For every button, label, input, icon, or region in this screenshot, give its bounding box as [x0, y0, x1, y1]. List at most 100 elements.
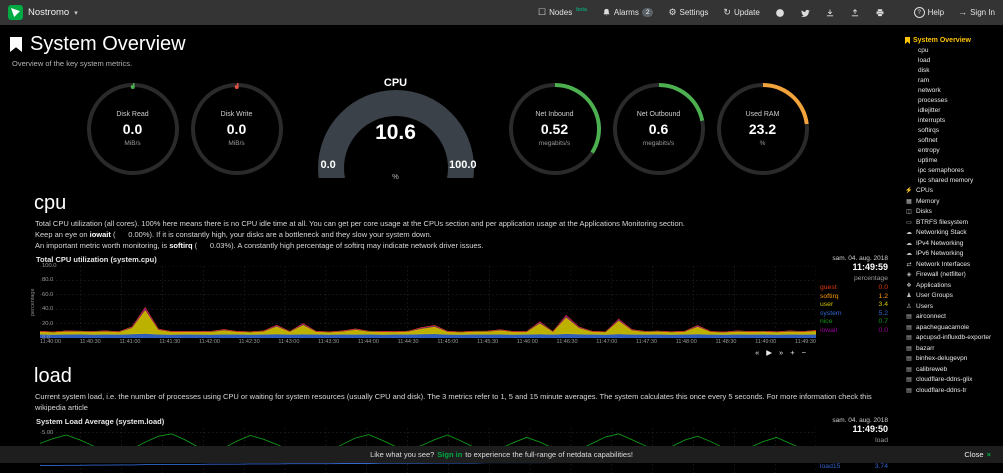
gauge-unit: % — [759, 140, 766, 147]
legend-item[interactable]: softirq 1.2 — [820, 292, 888, 300]
cpu-section-description: Total CPU utilization (all cores). 100% … — [35, 219, 685, 250]
shield-icon: ◈ — [906, 272, 912, 278]
container-icon: ▤ — [906, 335, 912, 341]
sidebar-item[interactable]: ipc semaphores — [918, 167, 964, 174]
load-section-description: Current system load, i.e. the number of … — [35, 392, 872, 412]
sidebar-item-system-overview[interactable]: System Overview — [905, 35, 999, 46]
cpu-utilization-chart[interactable]: 100.0 80.0 60.0 40.0 20.0 0.0 — [40, 263, 816, 341]
x-tick-label: 11:44:30 — [397, 339, 419, 345]
github-icon[interactable] — [775, 8, 785, 18]
sidebar-item[interactable]: ram — [918, 77, 930, 84]
zoom-in-icon[interactable]: + — [790, 348, 795, 357]
twitter-icon[interactable] — [800, 8, 810, 18]
node-menu[interactable]: Nostromo ▾ — [8, 5, 78, 20]
close-banner-button[interactable]: Close × — [964, 450, 991, 459]
sidebar-item[interactable]: ▤ apcupsd-influxdb-exporter — [905, 333, 999, 344]
signin-icon: → — [958, 7, 968, 17]
sidebar-item[interactable]: ♙ Users — [905, 302, 999, 313]
sidebar-item[interactable]: ⚡ CPUs — [905, 186, 999, 197]
gauge-value: 0.0 — [226, 121, 247, 137]
net-outbound-gauge[interactable]: Net Outbound 0.6 megabits/s — [612, 83, 705, 175]
cloud-icon: ☁ — [906, 230, 912, 236]
nodes-button[interactable]: ☐ Nodes beta — [538, 6, 587, 18]
chart-title: System Load Average (system.load) — [36, 417, 165, 426]
sidebar-item[interactable]: ☁ Networking Stack — [905, 228, 999, 239]
sidebar-item[interactable]: ▤ cloudflare-ddns-glix — [905, 375, 999, 386]
legend-units: load — [875, 437, 888, 444]
sidebar-item[interactable]: ◈ Firewall (netfilter) — [905, 270, 999, 281]
pan-backward-icon[interactable]: « — [755, 348, 760, 357]
legend-units: percentage — [853, 275, 888, 282]
legend-item[interactable]: load15 3.74 — [820, 463, 888, 470]
sidebar-item[interactable]: entropy — [918, 147, 940, 154]
import-snapshot-icon[interactable] — [825, 8, 835, 18]
export-snapshot-icon[interactable] — [850, 8, 860, 18]
sidebar-item[interactable]: ◫ Disks — [905, 207, 999, 218]
sidebar-item[interactable]: softirqs — [918, 127, 939, 134]
wikipedia-link[interactable]: this wikipedia article — [35, 392, 872, 412]
banner-text: Like what you see? — [370, 450, 435, 459]
load-chart-block: System Load Average (system.load) load 5… — [30, 417, 888, 473]
update-button[interactable]: ↻ Update — [723, 7, 760, 18]
legend-item[interactable]: guest 0.0 — [820, 284, 888, 291]
used-ram-gauge[interactable]: Used RAM 23.2 % — [716, 83, 809, 175]
sidebar-item[interactable]: ❖ Applications — [905, 281, 999, 292]
signin-button[interactable]: → Sign In — [958, 7, 995, 18]
sidebar-item[interactable]: ▤ calibreweb — [905, 365, 999, 376]
sidebar-item[interactable]: ipc shared memory — [918, 177, 974, 184]
sidebar-item[interactable]: load — [918, 57, 931, 64]
help-button[interactable]: ? Help — [913, 7, 944, 18]
legend-item[interactable]: system 5.2 — [820, 309, 888, 317]
disk-read-gauge[interactable]: Disk Read 0.0 MiB/s — [86, 83, 179, 175]
x-tick-label: 11:44:00 — [357, 339, 379, 345]
container-icon: ▤ — [906, 345, 912, 352]
sidebar-item[interactable]: ▤ binhex-delugevpn — [905, 354, 999, 365]
sidebar-item[interactable]: interrupts — [918, 117, 946, 124]
sidebar-item[interactable]: ▤ cloudflare-ddns-tr — [905, 386, 999, 397]
sidebar-item[interactable]: uptime — [918, 157, 938, 164]
sidebar-item[interactable]: ☁ IPv6 Networking — [905, 249, 999, 260]
cloud-icon: ☁ — [906, 240, 912, 247]
sidebar-item[interactable]: disk — [918, 67, 930, 74]
signin-link[interactable]: Sign in — [437, 450, 463, 459]
net-inbound-gauge[interactable]: Net Inbound 0.52 megabits/s — [508, 83, 601, 175]
sidebar-item[interactable]: ⇄ Network Interfaces — [905, 260, 999, 271]
pan-forward-icon[interactable]: » — [779, 348, 784, 357]
legend-item[interactable]: iowait 0.0 — [820, 326, 888, 334]
play-icon[interactable]: ▶ — [766, 348, 773, 357]
zoom-out-icon[interactable]: − — [801, 348, 806, 357]
sidebar-item[interactable]: processes — [918, 97, 948, 104]
alarms-button[interactable]: Alarms 2 — [602, 8, 654, 17]
settings-button[interactable]: ⚙ Settings — [668, 7, 709, 18]
sidebar-item[interactable]: ☁ IPv4 Networking — [905, 239, 999, 250]
x-tick-label: 11:41:30 — [159, 339, 181, 345]
sidebar-item[interactable]: ▤ bazarr — [905, 344, 999, 355]
disk-write-gauge[interactable]: Disk Write 0.0 MiB/s — [190, 83, 283, 175]
sidebar-item[interactable]: idlejitter — [918, 107, 941, 114]
gear-icon: ⚙ — [668, 7, 677, 17]
gauge-value: 0.6 — [648, 121, 669, 137]
topbar-right: ? Help → Sign In — [913, 0, 995, 25]
x-tick-label: 11:47:00 — [596, 339, 618, 345]
sidebar-item[interactable]: ▤ airconnect — [905, 312, 999, 323]
gauge-unit: MiB/s — [228, 140, 245, 147]
sidebar-item[interactable]: softnet — [918, 137, 938, 144]
page-title: System Overview — [30, 33, 186, 55]
sidebar: System Overview cpu load disk ram network pro… — [895, 25, 1003, 473]
cpu-chart-block: Total CPU utilization (system.cpu) perce… — [30, 255, 888, 357]
sidebar-item[interactable]: ♟ User Groups — [905, 291, 999, 302]
sidebar-item[interactable]: ▤ apacheguacamole — [905, 323, 999, 334]
chart-legend: sam. 04. aug. 2018 11:49:59 percentage g… — [816, 255, 888, 357]
nodes-icon: ☐ — [538, 7, 547, 17]
print-icon[interactable] — [875, 8, 885, 18]
sidebar-item[interactable]: cpu — [918, 47, 929, 54]
sidebar-item[interactable]: network — [918, 87, 941, 94]
legend-item[interactable]: nice 0.7 — [820, 318, 888, 325]
gauge-unit: MiB/s — [124, 140, 141, 147]
legend-item[interactable]: user 3.4 — [820, 301, 888, 308]
sidebar-item[interactable]: ▭ BTRFS filesystem — [905, 218, 999, 229]
gauge-label: Disk Read — [116, 111, 149, 118]
sidebar-item[interactable]: ▦ Memory — [905, 197, 999, 208]
cpu-gauge[interactable]: CPU 10.6 0.0 100.0 % — [305, 77, 487, 181]
disk-icon: ◫ — [906, 209, 912, 215]
